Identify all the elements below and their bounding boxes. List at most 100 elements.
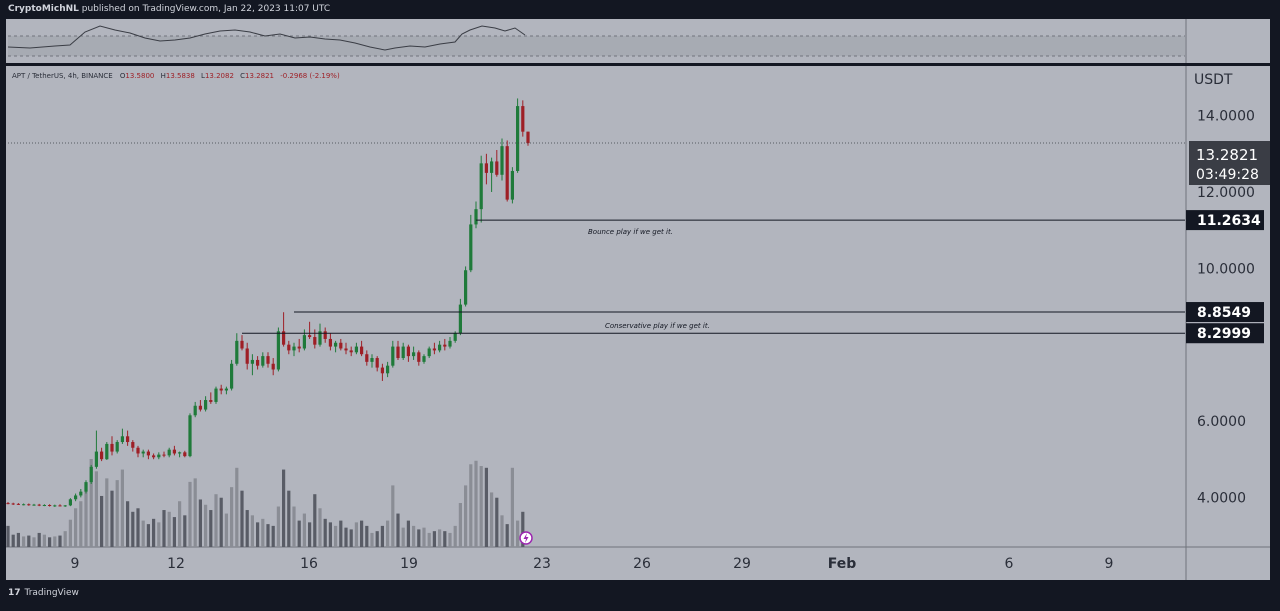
- candle: [240, 335, 244, 351]
- author-name[interactable]: CryptoMichNL: [8, 4, 79, 14]
- candle: [510, 167, 514, 204]
- volume-bar: [386, 520, 390, 547]
- candle-body: [412, 352, 416, 357]
- volume-bar: [380, 525, 384, 547]
- candle: [287, 340, 291, 355]
- candle-body: [396, 346, 400, 359]
- candle-body: [386, 365, 390, 374]
- candle-body: [406, 346, 410, 357]
- volume-bar: [74, 508, 78, 547]
- volume-bar: [391, 485, 395, 547]
- volume-bar: [375, 531, 379, 547]
- volume-bar: [146, 524, 150, 547]
- candle: [42, 504, 46, 507]
- last-price-badge-bg: [1189, 141, 1270, 185]
- candle-body: [505, 146, 509, 200]
- candle: [469, 214, 473, 273]
- candle-body: [474, 209, 478, 225]
- candle: [344, 342, 348, 355]
- candle-body: [209, 400, 213, 402]
- candle-body: [334, 342, 338, 347]
- candle-body: [6, 503, 10, 505]
- candle-body: [48, 505, 52, 507]
- level-note: Conservative play if we get it.: [605, 322, 710, 330]
- candle: [412, 346, 416, 360]
- candle: [167, 447, 171, 458]
- y-tick-label: 4.0000: [1197, 490, 1246, 506]
- volume-bar: [209, 510, 213, 547]
- volume-bar: [152, 518, 156, 547]
- candle-body: [89, 466, 93, 483]
- candle: [152, 453, 156, 460]
- level-price-label: 8.2999: [1197, 326, 1251, 342]
- candle-body: [360, 346, 364, 355]
- candle-body: [74, 495, 78, 500]
- volume-bar: [178, 501, 182, 547]
- volume-bar: [100, 495, 104, 547]
- volume-bar: [500, 515, 504, 547]
- candle-body: [32, 504, 36, 506]
- volume-bar: [94, 471, 98, 547]
- volume-bar: [365, 525, 369, 547]
- candle: [209, 392, 213, 404]
- candle-body: [453, 333, 457, 341]
- volume-bar: [32, 537, 36, 547]
- x-tick-label: 16: [300, 556, 318, 572]
- candle: [74, 493, 78, 502]
- volume-bar: [193, 478, 197, 547]
- open-label: O: [120, 72, 126, 80]
- candle-body: [230, 363, 234, 389]
- volume-bar: [126, 501, 130, 547]
- footer-brand[interactable]: 17 TradingView: [8, 588, 79, 598]
- price-axis: 14.0000 12.0000 10.0000 6.0000 4.0000: [1197, 109, 1255, 507]
- volume-bar: [250, 515, 254, 547]
- volume-bar: [354, 522, 358, 547]
- candle: [526, 131, 530, 146]
- volume-bar: [302, 513, 306, 547]
- candle: [261, 352, 265, 368]
- candle-body: [448, 340, 452, 347]
- candle: [328, 333, 332, 351]
- volume-bar: [235, 467, 239, 547]
- candle: [157, 452, 161, 460]
- events-marker[interactable]: [519, 531, 533, 545]
- candle: [271, 358, 275, 376]
- candle: [432, 342, 436, 355]
- level-price-badge: [1186, 323, 1264, 344]
- candle: [131, 440, 135, 452]
- candle-body: [479, 163, 483, 210]
- candle-body: [16, 503, 20, 505]
- candle-body: [152, 455, 156, 458]
- x-tick-label: 9: [71, 556, 80, 572]
- candle: [427, 346, 431, 359]
- candle: [458, 298, 462, 336]
- candle-body: [100, 451, 104, 460]
- publish-header: CryptoMichNL published on TradingView.co…: [8, 4, 330, 14]
- candle: [474, 201, 478, 229]
- candle-body: [11, 503, 15, 505]
- candle: [32, 503, 36, 506]
- candle-body: [58, 505, 62, 507]
- level-price-badge: [1186, 210, 1264, 231]
- candle: [386, 361, 390, 378]
- volume-bar: [188, 481, 192, 547]
- volume-bar: [204, 504, 208, 547]
- volume-bar: [427, 532, 431, 547]
- tradingview-logo-icon: 17: [8, 588, 21, 598]
- candle-body: [214, 388, 218, 402]
- candle-body: [349, 350, 353, 353]
- level-price-label: 8.8549: [1197, 305, 1251, 321]
- horizontal-levels: 11.2634 Bounce play if we get it. 8.8549 8.…: [8, 142, 1264, 344]
- candle: [146, 449, 150, 460]
- candle-body: [22, 504, 26, 506]
- candle-body: [126, 436, 130, 443]
- time-axis: 9 12 16 19 23 26 29 Feb 6 9: [71, 556, 1114, 572]
- volume-bar: [328, 522, 332, 547]
- volume-bar: [167, 511, 171, 547]
- oscillator-line: [7, 25, 526, 51]
- candle-body: [354, 346, 358, 353]
- candlesticks: [6, 98, 530, 507]
- candle-body: [120, 436, 124, 443]
